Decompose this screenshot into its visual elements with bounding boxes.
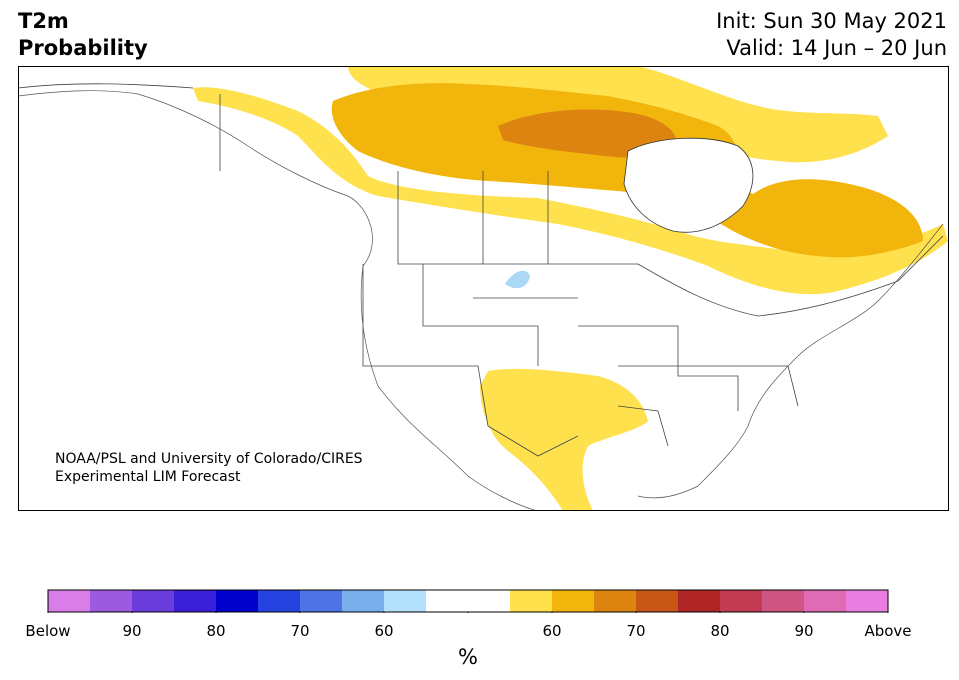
colorbar-tick-label: 80 — [710, 622, 730, 640]
colorbar-swatch — [90, 590, 133, 612]
init-date: Init: Sun 30 May 2021 — [716, 9, 947, 33]
colorbar-swatch — [636, 590, 679, 612]
colorbar-swatch — [132, 590, 175, 612]
probability-region-dark-orange — [498, 109, 677, 158]
probability-region-light-south — [480, 368, 648, 511]
colorbar-swatch — [846, 590, 889, 612]
colorbar-swatch — [426, 590, 469, 612]
colorbar-swatch — [174, 590, 217, 612]
colorbar-tick-label: 60 — [542, 622, 562, 640]
title-variable: T2m — [18, 9, 69, 33]
colorbar-tick-label: 60 — [374, 622, 394, 640]
colorbar-swatch — [468, 590, 511, 612]
forecast-dates: Init: Sun 30 May 2021 Valid: 14 Jun – 20… — [716, 8, 947, 62]
colorbar-tick-label: 90 — [794, 622, 814, 640]
colorbar-swatch — [300, 590, 343, 612]
colorbar-swatch — [510, 590, 553, 612]
credit-line-1: NOAA/PSL and University of Colorado/CIRE… — [55, 451, 363, 467]
title-type: Probability — [18, 36, 148, 60]
colorbar-swatch — [384, 590, 427, 612]
map-title: T2m Probability — [18, 8, 148, 62]
colorbar-tick-label: 70 — [290, 622, 310, 640]
north-america-probability-map — [18, 66, 949, 511]
map-credit: NOAA/PSL and University of Colorado/CIRE… — [55, 450, 363, 486]
colorbar-tick-label: 80 — [206, 622, 226, 640]
probability-colorbar — [47, 589, 889, 613]
colorbar-tick-label: Below — [25, 622, 71, 640]
lake — [505, 270, 530, 289]
colorbar-swatch — [720, 590, 763, 612]
valid-date: Valid: 14 Jun – 20 Jun — [726, 36, 947, 60]
colorbar-swatch — [48, 590, 91, 612]
probability-region-light-north — [193, 87, 948, 295]
coastlines — [18, 90, 944, 511]
colorbar-swatch — [762, 590, 805, 612]
colorbar-tick-label: 90 — [122, 622, 142, 640]
colorbar-swatch — [594, 590, 637, 612]
credit-line-2: Experimental LIM Forecast — [55, 469, 241, 485]
colorbar-swatch — [216, 590, 259, 612]
colorbar-tick-label: 70 — [626, 622, 646, 640]
colorbar-swatch — [804, 590, 847, 612]
colorbar-swatch — [258, 590, 301, 612]
colorbar-unit: % — [458, 645, 478, 669]
colorbar-swatch — [342, 590, 385, 612]
hudson-bay — [623, 137, 754, 233]
colorbar-swatch — [678, 590, 721, 612]
colorbar-tick-label: Above — [864, 622, 912, 640]
colorbar-swatch — [552, 590, 595, 612]
